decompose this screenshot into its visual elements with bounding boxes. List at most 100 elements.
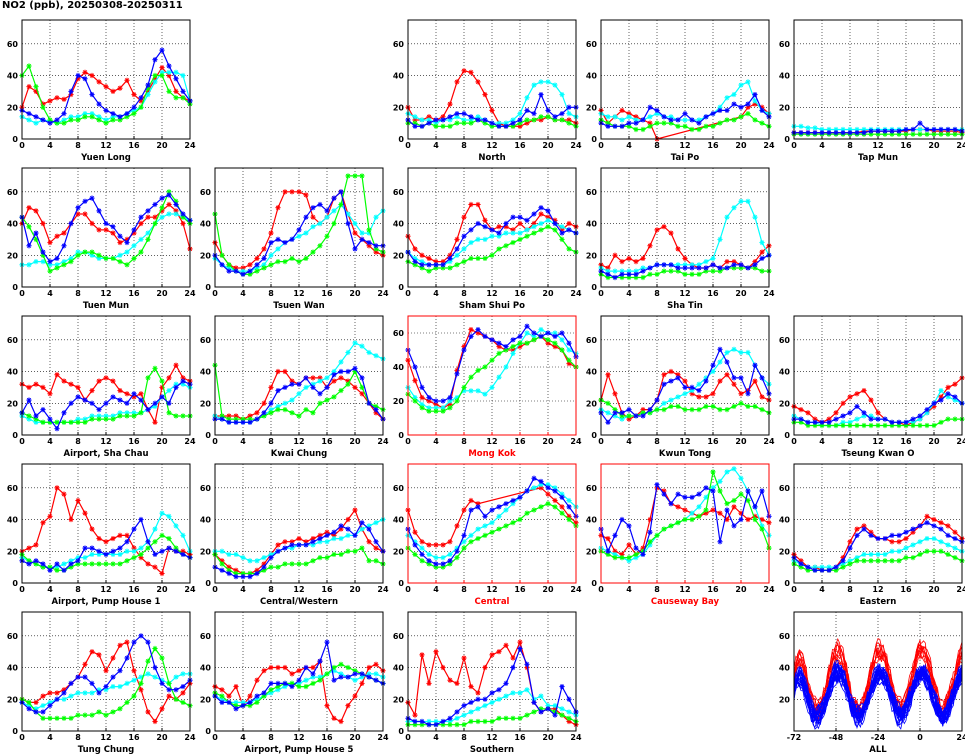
data-point [496,340,502,346]
data-point [461,68,467,74]
data-point [454,246,460,252]
data-point [338,359,344,365]
x-tick-label: 8 [654,585,660,594]
data-point [896,128,902,134]
data-point [496,526,502,532]
data-point [482,664,488,671]
data-point [945,131,951,137]
data-point [447,114,453,120]
x-tick-label: 24 [377,437,389,446]
data-point [247,558,253,564]
data-point [261,410,267,416]
y-tick-label: 40 [779,368,791,377]
data-point [612,555,618,561]
data-point [840,130,846,136]
data-point [731,523,737,529]
x-tick-label: 16 [128,585,140,594]
data-point [668,397,674,403]
x-tick-label: 24 [377,289,389,298]
data-point [352,671,358,677]
data-point [489,357,495,363]
data-point [440,398,446,404]
data-point [110,683,116,690]
data-point [647,539,653,545]
data-point [626,555,632,561]
data-point [952,529,958,535]
data-point [489,507,495,513]
series-4 [212,639,386,712]
data-point [654,271,660,277]
y-tick-label: 40 [779,72,791,81]
station-label: ALL [869,745,887,755]
data-point [833,422,839,429]
y-tick-label: 0 [784,431,790,440]
data-point [296,391,302,397]
data-point [461,384,467,390]
data-point [626,523,632,529]
x-tick-label: 4 [47,289,53,298]
data-point [110,561,116,567]
data-point [738,400,744,406]
data-point [345,664,351,671]
y-tick-label: 60 [200,336,212,345]
data-point [503,220,509,227]
data-point [166,400,172,406]
data-point [454,398,460,404]
data-point [82,690,88,696]
y-tick-label: 20 [586,251,598,260]
data-point [538,91,544,98]
data-point [447,395,453,401]
data-point [889,532,895,538]
data-point [419,551,425,558]
data-point [373,677,379,683]
data-point [145,561,151,567]
data-point [89,545,95,551]
x-tick-label: 12 [293,733,304,742]
x-tick-label: 24 [377,585,389,594]
data-point [166,72,172,79]
x-tick-label: 4 [240,289,246,298]
data-point [75,205,81,211]
series-4 [598,252,772,281]
data-point [861,387,867,394]
data-point [552,82,558,88]
data-point [717,359,723,365]
data-point [152,57,158,63]
data-point [759,255,765,262]
data-point [682,516,688,523]
data-point [296,381,302,387]
data-point [454,252,460,258]
data-point [738,198,744,204]
data-point [503,344,509,350]
x-tick-label: 20 [349,437,361,446]
data-point [938,539,944,545]
data-point [180,683,186,690]
data-point [559,230,565,236]
series-4 [19,192,193,265]
data-point [910,126,916,133]
data-point [261,255,267,262]
series-3 [405,501,579,570]
data-point [605,535,611,542]
data-point [482,217,488,223]
y-tick-label: 60 [393,40,405,49]
data-point [626,120,632,126]
data-point [545,482,551,488]
data-point [117,683,123,690]
data-point [903,422,909,429]
data-point [124,655,130,661]
data-point [331,677,337,683]
data-point [433,123,439,129]
data-point [917,131,923,137]
data-point [903,529,909,535]
data-point [240,268,246,274]
data-point [682,123,688,129]
data-point [75,690,81,696]
data-point [40,407,46,413]
data-point [152,674,158,680]
data-point [82,661,88,667]
data-point [426,561,432,567]
data-point [275,236,281,242]
data-point [605,114,611,120]
